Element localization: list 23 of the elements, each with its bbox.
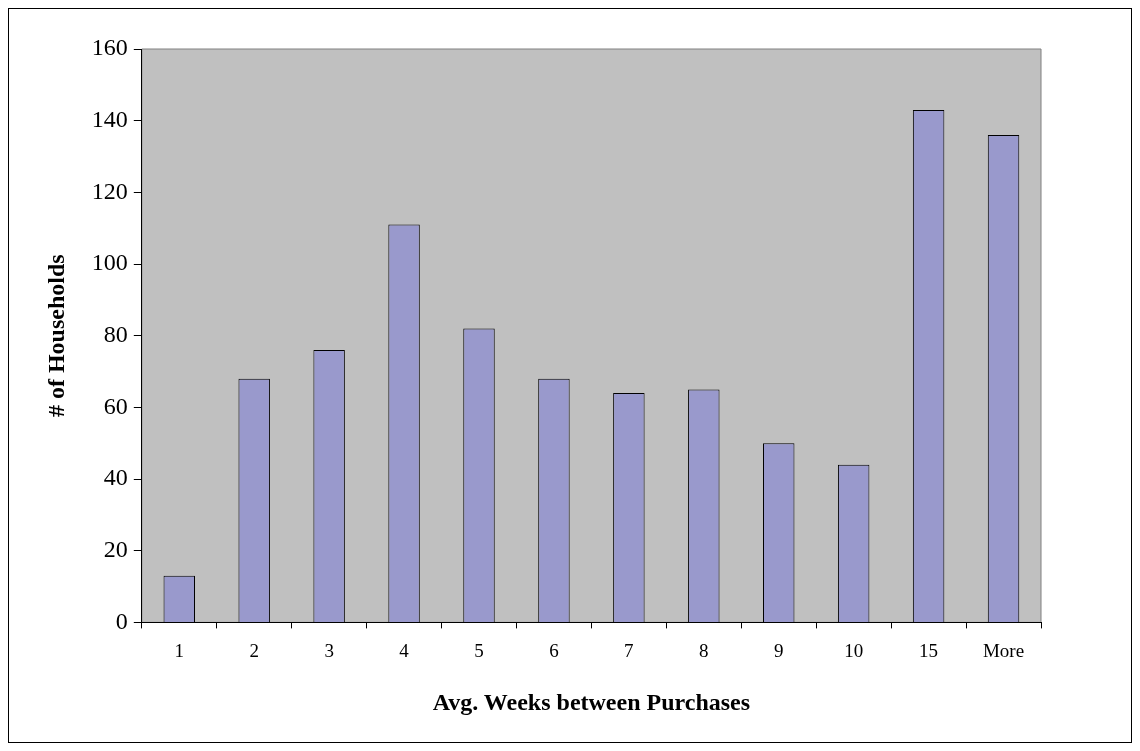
y-tick-label: 40 — [103, 464, 128, 491]
y-tick-label: 80 — [103, 321, 128, 347]
x-tick-label: 5 — [474, 639, 484, 661]
x-tick-label: 4 — [399, 639, 410, 661]
x-axis-title: Avg. Weeks between Purchases — [432, 688, 751, 715]
x-tick-label: 7 — [624, 639, 634, 661]
x-tick-label: 6 — [549, 639, 559, 661]
x-tick-label: 15 — [919, 639, 939, 661]
y-tick-label: 140 — [91, 105, 128, 132]
y-tick-label: 60 — [103, 392, 128, 419]
y-tick-label: 120 — [91, 177, 128, 204]
y-tick-label: 100 — [91, 249, 128, 276]
x-tick-label: 10 — [844, 639, 864, 661]
x-tick-label: 3 — [324, 639, 334, 661]
x-tick-label: 2 — [249, 639, 259, 661]
x-tick-label: 8 — [699, 639, 709, 661]
x-tick-label: 1 — [174, 639, 185, 661]
x-tick-label: 9 — [773, 639, 784, 661]
y-tick-label: 20 — [103, 536, 128, 563]
x-tick-label: More — [982, 639, 1025, 661]
y-axis-title: # of Households — [42, 254, 69, 418]
y-tick-label: 160 — [91, 34, 128, 61]
y-tick-label: 0 — [115, 607, 128, 634]
